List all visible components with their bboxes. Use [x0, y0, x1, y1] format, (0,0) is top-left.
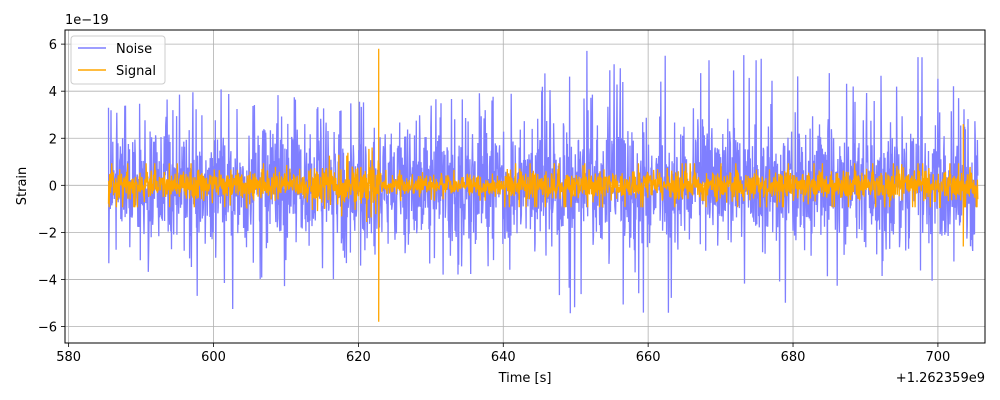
y-tick-label: 2 [49, 132, 57, 147]
y-axis-label: Strain [15, 167, 30, 206]
x-tick-label: 700 [925, 350, 950, 365]
x-axis: 580 600 620 640 660 680 700 [56, 343, 950, 365]
y-tick-label: 0 [49, 179, 57, 194]
y-tick-label: −2 [38, 226, 57, 241]
x-tick-label: 620 [346, 350, 371, 365]
plot-frame [64, 29, 986, 344]
plot-area [107, 48, 979, 322]
series-noise-line [107, 50, 979, 314]
y-offset-label: 1e−19 [65, 13, 109, 28]
x-axis-label: Time [s] [498, 371, 552, 386]
y-axis: −6 −4 −2 0 2 4 6 [38, 38, 65, 336]
legend: Noise Signal [70, 35, 166, 85]
legend-noise-label: Noise [116, 42, 152, 57]
y-tick-label: 4 [49, 85, 57, 100]
x-tick-label: 680 [781, 350, 806, 365]
legend-signal-label: Signal [116, 64, 156, 79]
x-tick-label: 640 [491, 350, 516, 365]
x-offset-label: +1.262359e9 [896, 371, 985, 386]
x-tick-label: 660 [636, 350, 661, 365]
y-tick-label: −6 [38, 321, 57, 336]
y-tick-label: −4 [38, 273, 57, 288]
series-signal-line [107, 48, 979, 322]
x-tick-label: 580 [56, 350, 81, 365]
x-tick-label: 600 [201, 350, 226, 365]
y-tick-label: 6 [49, 38, 57, 53]
